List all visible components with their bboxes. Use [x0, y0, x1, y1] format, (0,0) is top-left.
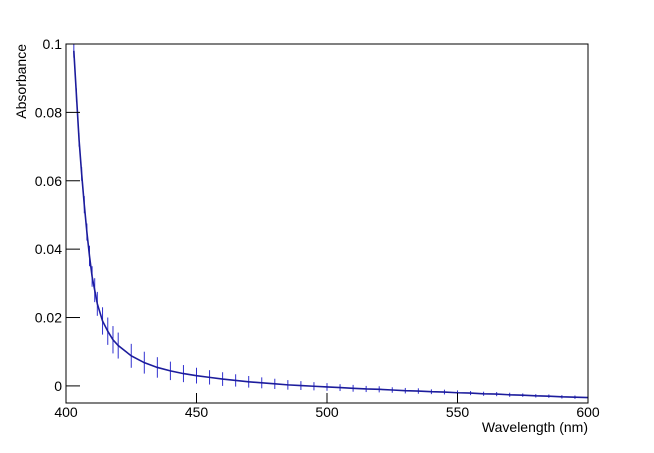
x-tick-label: 500 [315, 404, 339, 420]
y-tick-label: 0.04 [35, 241, 62, 257]
plot-area [73, 44, 588, 400]
y-tick-label: 0.06 [35, 173, 62, 189]
y-tick-label: 0.1 [43, 36, 63, 52]
y-tick-label: 0.02 [35, 310, 62, 326]
y-tick-label: 0 [54, 378, 62, 394]
y-axis-label: Absorbance [13, 44, 29, 119]
y-tick-label: 0.08 [35, 104, 62, 120]
x-tick-label: 400 [54, 404, 78, 420]
x-tick-label: 600 [576, 404, 600, 420]
data-line [73, 50, 588, 399]
x-axis-label: Wavelength (nm) [482, 419, 588, 435]
x-tick-label: 450 [185, 404, 209, 420]
x-tick-label: 550 [446, 404, 470, 420]
plot-frame [65, 43, 589, 404]
